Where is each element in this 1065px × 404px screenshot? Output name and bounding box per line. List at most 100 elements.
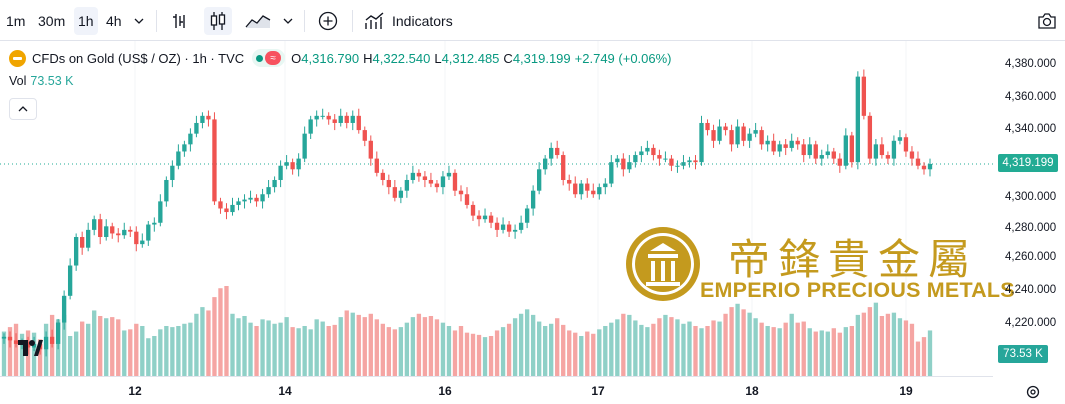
volume-bar (398, 327, 404, 376)
volume-bar (344, 310, 349, 376)
price-tick: 4,300.000 (1005, 191, 1057, 203)
timeframe-dropdown-chevron-icon[interactable] (128, 7, 150, 35)
volume-bar (813, 331, 818, 376)
volume-bar (627, 314, 632, 376)
candle-body (188, 133, 193, 145)
candle-body (224, 208, 229, 213)
volume-bar (98, 316, 103, 376)
candle-body (879, 144, 885, 156)
chart-settings-gear-icon[interactable] (1025, 384, 1041, 400)
volume-bar (416, 313, 422, 376)
candle-body (440, 176, 446, 188)
candle-body (236, 201, 241, 205)
candle-body (717, 126, 722, 141)
candle-body (921, 165, 927, 170)
candles-chart-type-icon[interactable] (204, 7, 232, 35)
time-tick: 18 (745, 384, 759, 398)
candle-body (591, 190, 596, 195)
candle-body (200, 115, 205, 123)
candle-body (170, 165, 175, 180)
volume-bar (837, 332, 842, 376)
area-chart-type-icon[interactable] (242, 7, 274, 35)
screenshot-camera-icon[interactable] (1033, 7, 1061, 35)
candle-body (470, 204, 476, 216)
high-key: H (363, 50, 373, 66)
volume-bar (176, 326, 181, 376)
volume-bar (266, 320, 271, 376)
candle-body (73, 237, 79, 266)
candle-body (482, 215, 488, 220)
candle-body (146, 224, 151, 241)
market-status-badge[interactable]: ≈ (252, 49, 286, 67)
volume-bar (789, 313, 794, 376)
timeframe-1m[interactable]: 1m (6, 13, 26, 29)
candle-body (67, 265, 73, 296)
candle-body (530, 190, 536, 209)
volume-bar (597, 329, 602, 376)
volume-bar (927, 330, 933, 376)
candle-body (140, 240, 145, 245)
volume-bar (440, 322, 446, 376)
timeframe-4h[interactable]: 4h (106, 13, 122, 29)
volume-bar (687, 321, 692, 376)
open-value: 4,316.790 (301, 50, 360, 66)
volume-bar (500, 327, 506, 376)
candle-body (230, 204, 235, 213)
close-value: 4,319.199 (512, 50, 571, 66)
volume-bar (194, 313, 199, 376)
volume-bar (224, 286, 229, 376)
indicators-button[interactable]: Indicators (364, 7, 453, 35)
candle-body (771, 140, 776, 152)
volume-bar (470, 333, 476, 376)
candle-body (410, 172, 416, 180)
volume-bar (681, 323, 686, 376)
candle-body (813, 144, 818, 159)
candle-body (98, 219, 103, 238)
candle-body (128, 229, 133, 232)
symbol-title[interactable]: CFDs on Gold (US$ / OZ) · 1h · TVC (32, 50, 245, 66)
price-chart-pane[interactable] (0, 41, 993, 376)
volume-bar (272, 323, 277, 376)
volume-bar (909, 323, 915, 376)
volume-bar (675, 319, 680, 376)
volume-bar (530, 314, 536, 376)
candle-body (290, 162, 295, 170)
time-axis[interactable]: 12 14 16 17 18 19 (0, 376, 993, 404)
volume-bar (386, 327, 391, 376)
candle-body (783, 144, 788, 148)
emperio-logo-emblem (626, 227, 700, 301)
volume-bar (488, 336, 494, 376)
volume-bar (849, 326, 854, 376)
tradingview-logo-icon[interactable] (17, 339, 43, 357)
volume-bar (19, 333, 25, 376)
compare-add-symbol-icon[interactable] (314, 7, 342, 35)
volume-bar (188, 322, 193, 376)
candle-body (861, 76, 867, 116)
volume-bar (543, 326, 548, 376)
candle-body (116, 233, 121, 236)
candle-body (693, 160, 698, 163)
candle-body (374, 158, 379, 173)
volume-bar (206, 310, 211, 376)
candle-body (314, 115, 319, 120)
price-scale[interactable]: 4,380.000 4,360.000 4,340.000 4,300.000 … (993, 41, 1065, 376)
volume-bar (729, 307, 734, 376)
volume-bar (831, 328, 836, 376)
bar-chart-type-icon[interactable] (166, 7, 194, 35)
volume-bar (458, 326, 464, 376)
candle-body (434, 183, 440, 188)
candle-body (1, 336, 7, 339)
timeframe-1h[interactable]: 1h (74, 7, 98, 35)
volume-bar (254, 326, 259, 376)
timeframe-30m[interactable]: 30m (38, 13, 66, 29)
volume-bar (170, 327, 175, 376)
collapse-legend-button[interactable] (9, 98, 37, 120)
volume-bar (777, 328, 782, 376)
volume-bar (110, 317, 115, 376)
chart-type-dropdown-chevron-icon[interactable] (278, 7, 298, 35)
open-key: O (291, 50, 302, 66)
volume-bar (482, 337, 488, 376)
volume-bar (549, 323, 554, 376)
volume-bar (855, 314, 861, 376)
symbol-legend: CFDs on Gold (US$ / OZ) · 1h · TVC ≈ O 4,… (9, 49, 676, 67)
